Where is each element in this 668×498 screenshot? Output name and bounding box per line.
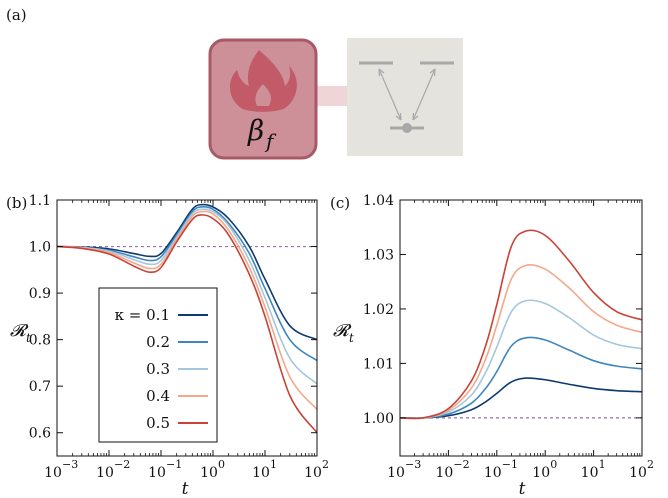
transition-arrow-right [412, 68, 436, 121]
series-line-3 [56, 208, 318, 385]
plot-frame [399, 199, 643, 457]
x-tick-exponent: 0 [550, 458, 557, 471]
series-line-5 [399, 229, 643, 420]
arrowhead-right-bottom [412, 112, 419, 121]
x-axis-title: t [519, 479, 526, 498]
x-tick-exponent: −1 [502, 458, 518, 471]
system-box [347, 38, 463, 156]
coupling-link [310, 86, 350, 106]
arrowhead-left-bottom [395, 112, 402, 121]
legend-label: 0.2 [146, 333, 170, 351]
x-tick-exponent: −1 [166, 458, 182, 471]
x-tick-label: 10 [435, 465, 453, 481]
series-line-4 [56, 210, 318, 410]
y-axis-title-main: 𝓡 [10, 321, 29, 341]
panel-c-label: (c) [330, 194, 350, 212]
x-tick-label: 10 [96, 465, 114, 481]
x-tick-exponent: 1 [270, 458, 277, 471]
y-tick-label: 1.03 [363, 247, 394, 263]
series-line-2 [399, 336, 643, 419]
plot-frame [56, 199, 318, 457]
legend-label: κ = 0.1 [115, 306, 170, 324]
series-line-5 [56, 214, 318, 434]
x-tick-label: 10 [629, 465, 647, 481]
x-tick-label: 10 [304, 465, 322, 481]
x-tick-exponent: −3 [62, 458, 78, 471]
x-tick-label: 10 [532, 465, 550, 481]
series-line-1 [56, 203, 318, 341]
y-tick-label: 0.8 [29, 333, 51, 349]
legend-box [98, 287, 218, 443]
x-tick-label: 10 [148, 465, 166, 481]
x-tick-exponent: 2 [647, 458, 654, 471]
x-tick-label: 10 [581, 465, 599, 481]
y-tick-label: 0.9 [29, 286, 51, 302]
energy-level-diagram [359, 61, 454, 133]
y-axis-title: 𝓡 t [10, 321, 31, 345]
y-tick-label: 1.01 [363, 356, 394, 372]
y-axis-title-subscript: t [26, 331, 31, 345]
legend-label: 0.5 [146, 414, 170, 432]
x-tick-exponent: 2 [322, 458, 329, 471]
legend: κ = 0.1 0.2 0.3 0.4 0.5 [98, 287, 218, 443]
x-tick-label: 10 [484, 465, 502, 481]
x-tick-label: 10 [44, 465, 62, 481]
series-line-4 [399, 263, 643, 420]
panel-a-label: (a) [6, 6, 27, 24]
arrowhead-right-top [429, 68, 436, 77]
x-axis-title: t [182, 479, 189, 498]
y-tick-label: 1.04 [363, 193, 394, 209]
y-tick-label: 0.7 [29, 379, 51, 395]
x-tick-label: 10 [387, 465, 405, 481]
x-tick-exponent: −2 [114, 458, 130, 471]
y-axis-title-subscript: t [349, 331, 354, 345]
chart-panel-c: (c) 10−310−210−11001011021.001.011.021.0… [330, 193, 654, 498]
bath-temperature-label: β [247, 114, 264, 147]
transition-arrow-left [378, 68, 402, 121]
y-axis-title-main: 𝓡 [333, 321, 352, 341]
flame-icon [229, 50, 297, 112]
legend-label: 0.3 [146, 360, 170, 378]
series-line-2 [56, 205, 318, 362]
legend-label: 0.4 [146, 387, 170, 405]
x-tick-exponent: 0 [218, 458, 225, 471]
x-tick-exponent: −3 [405, 458, 421, 471]
panel-a-schematic: β f [208, 38, 463, 160]
arrowhead-left-top [378, 68, 385, 77]
y-tick-label: 1.00 [363, 411, 394, 427]
y-tick-label: 1.0 [29, 240, 51, 256]
y-tick-label: 1.02 [363, 302, 394, 318]
chart-panel-b: (b) 10−310−210−11001011020.60.70.80.91.0… [6, 193, 329, 498]
x-tick-label: 10 [200, 465, 218, 481]
population-dot [402, 123, 412, 133]
x-tick-exponent: 1 [599, 458, 606, 471]
x-tick-exponent: −2 [453, 458, 469, 471]
series-line-3 [399, 299, 643, 420]
y-tick-label: 1.1 [29, 193, 51, 209]
series-line-1 [399, 377, 643, 419]
panel-b-label: (b) [6, 194, 27, 212]
y-tick-label: 0.6 [29, 426, 51, 442]
x-tick-label: 10 [252, 465, 270, 481]
y-axis-title: 𝓡 t [333, 321, 354, 345]
